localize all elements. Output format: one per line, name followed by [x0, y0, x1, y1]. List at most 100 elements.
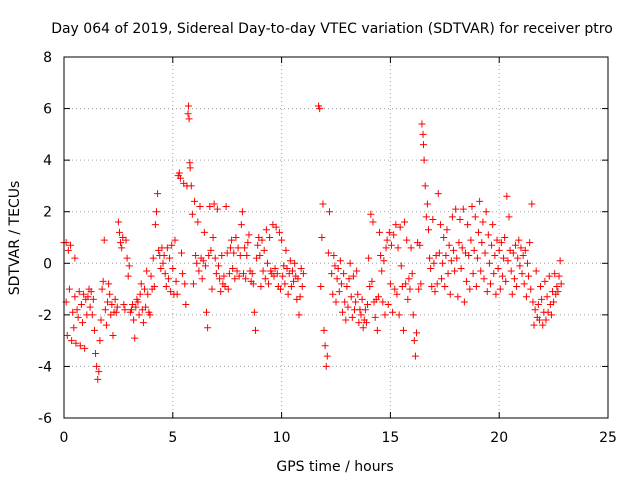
- data-point: [523, 259, 531, 267]
- data-point: [235, 272, 243, 280]
- data-point: [368, 277, 376, 285]
- data-point: [386, 280, 394, 288]
- data-point: [87, 288, 95, 296]
- data-point: [371, 313, 379, 321]
- data-point: [457, 264, 465, 272]
- data-point: [157, 264, 165, 272]
- data-point: [402, 280, 410, 288]
- data-point: [245, 231, 253, 239]
- data-point: [426, 254, 434, 262]
- data-point: [84, 293, 92, 301]
- data-point: [551, 270, 559, 278]
- data-point: [146, 311, 154, 319]
- data-point: [384, 301, 392, 309]
- data-point: [139, 319, 147, 327]
- data-point: [251, 326, 259, 334]
- y-tick-label: -6: [38, 411, 52, 427]
- data-point: [475, 228, 483, 236]
- data-point: [213, 205, 221, 213]
- data-point: [189, 280, 197, 288]
- data-point: [408, 270, 416, 278]
- data-point: [88, 311, 96, 319]
- data-point: [232, 234, 240, 241]
- data-point: [486, 280, 494, 288]
- data-point: [259, 267, 267, 275]
- data-point: [336, 257, 344, 265]
- data-point: [131, 334, 139, 342]
- data-point: [151, 221, 159, 229]
- data-point: [387, 241, 395, 249]
- data-point: [168, 241, 176, 249]
- data-point: [337, 280, 345, 288]
- data-point: [320, 326, 328, 334]
- data-point: [73, 306, 81, 314]
- data-point: [362, 319, 370, 327]
- data-point: [72, 339, 80, 347]
- data-point: [542, 316, 550, 324]
- data-point: [106, 290, 114, 298]
- data-point: [277, 285, 285, 293]
- data-point: [120, 301, 128, 309]
- data-point: [358, 295, 366, 303]
- data-point: [109, 331, 117, 339]
- data-point: [159, 259, 167, 267]
- data-point: [376, 228, 384, 236]
- data-point: [317, 282, 325, 290]
- data-point: [70, 324, 78, 332]
- data-point: [76, 342, 84, 350]
- data-point: [489, 221, 497, 229]
- data-point: [357, 311, 365, 319]
- data-point: [263, 259, 271, 267]
- data-point: [459, 205, 467, 213]
- data-point: [117, 239, 125, 247]
- y-tick-label: -4: [38, 359, 52, 375]
- data-point: [223, 249, 231, 257]
- data-point: [316, 105, 324, 113]
- data-point: [218, 252, 226, 260]
- data-point: [162, 282, 170, 290]
- data-point: [80, 290, 88, 298]
- data-point: [95, 368, 103, 376]
- data-point: [556, 257, 564, 265]
- data-point: [195, 267, 203, 275]
- data-point: [134, 298, 142, 306]
- x-tick-label: 0: [60, 430, 69, 446]
- data-point: [135, 311, 143, 319]
- data-point: [529, 298, 537, 306]
- data-point: [104, 298, 112, 306]
- data-point: [444, 270, 452, 278]
- data-point: [229, 264, 237, 272]
- data-point: [105, 280, 113, 288]
- data-point: [199, 257, 207, 265]
- data-point: [243, 252, 251, 260]
- data-point: [534, 301, 542, 309]
- data-point: [518, 270, 526, 278]
- data-point: [423, 200, 431, 208]
- data-point: [553, 282, 561, 290]
- data-point: [452, 205, 460, 213]
- data-point: [222, 203, 230, 211]
- data-point: [390, 231, 398, 239]
- data-point: [210, 200, 218, 208]
- data-point: [366, 282, 374, 290]
- data-point: [220, 272, 228, 280]
- data-point: [526, 239, 534, 247]
- data-point: [424, 226, 432, 234]
- data-point: [90, 326, 98, 334]
- data-point: [329, 290, 337, 298]
- data-point: [181, 280, 189, 288]
- data-point: [169, 264, 177, 272]
- data-point: [393, 290, 401, 298]
- data-point: [510, 275, 518, 283]
- data-point: [477, 267, 485, 275]
- data-point: [422, 213, 430, 221]
- data-point: [369, 218, 377, 226]
- label-layer: Day 064 of 2019, Sidereal Day-to-day VTE…: [7, 21, 613, 475]
- data-point: [513, 282, 521, 290]
- data-point: [496, 285, 504, 293]
- data-point: [406, 285, 414, 293]
- data-point: [127, 306, 135, 314]
- y-tick-label: -2: [38, 308, 52, 324]
- data-point: [383, 236, 391, 244]
- data-point: [74, 313, 82, 321]
